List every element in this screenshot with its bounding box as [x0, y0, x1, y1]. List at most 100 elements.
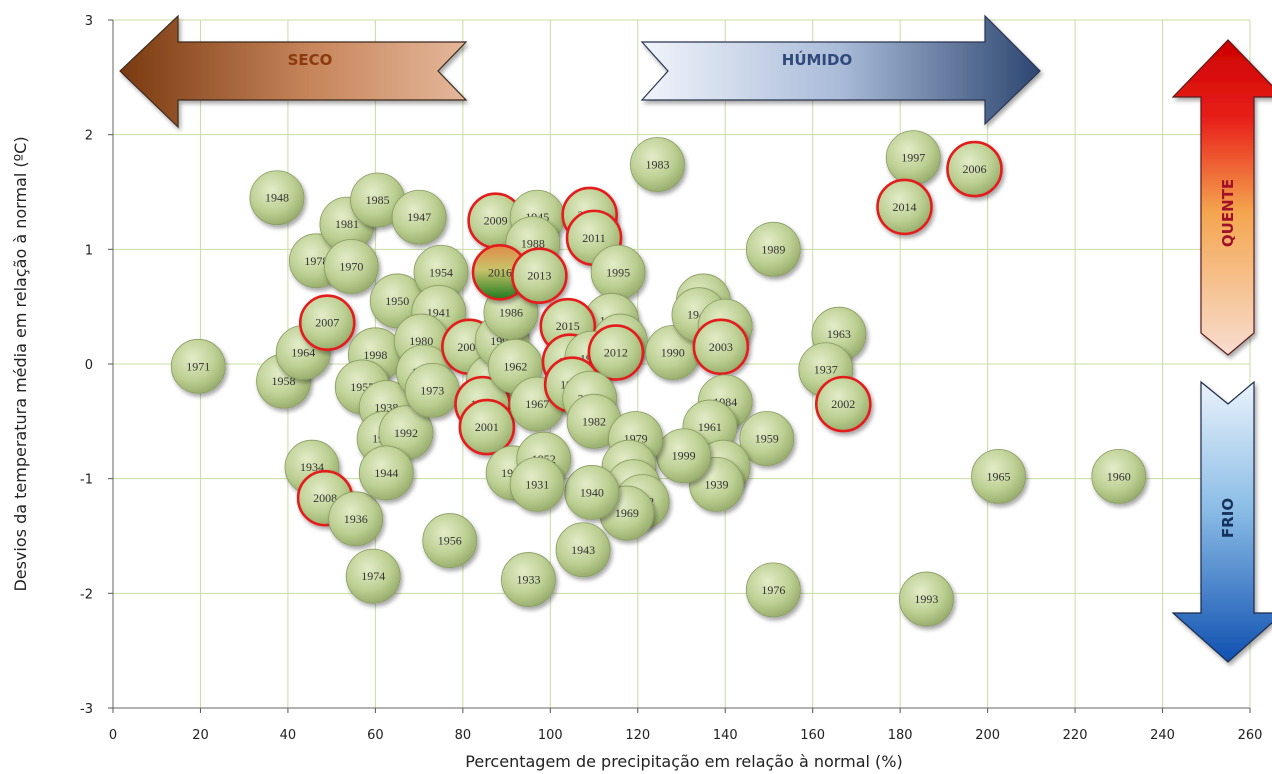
data-point-1995: 1995 [590, 244, 646, 300]
humido-arrow: HÚMIDO [640, 14, 1041, 126]
frio-arrow: FRIO [1171, 380, 1272, 663]
point-label: 2002 [831, 397, 855, 411]
point-label: 1941 [427, 305, 451, 319]
data-point-1944: 1944 [358, 445, 414, 501]
data-point-1971: 1971 [170, 338, 226, 394]
data-point-1960: 1960 [1091, 448, 1147, 504]
x-tick-label: 140 [713, 728, 738, 743]
x-tick-label: 0 [109, 728, 117, 743]
seco-label: SECO [288, 51, 333, 69]
point-label: 1958 [272, 374, 296, 388]
bubble [815, 375, 872, 433]
humido-label: HÚMIDO [782, 50, 852, 69]
axes: 0 20 40 60 80 100 120 140 160 180 200 220 240 260-3-2… [80, 14, 1262, 743]
point-label: 1978 [304, 254, 328, 268]
point-label: 2006 [962, 162, 986, 176]
point-label: 1961 [698, 420, 722, 434]
bubble [898, 571, 954, 627]
bubble [511, 247, 568, 305]
y-tick-label: 3 [85, 14, 93, 29]
y-tick-label: -2 [80, 587, 93, 602]
point-label: 1974 [361, 569, 385, 583]
bubble [323, 239, 379, 294]
point-label: 1999 [672, 449, 696, 463]
point-label: 1963 [827, 327, 851, 341]
data-point-2002: 2002 [815, 375, 872, 433]
point-label: 2008 [313, 491, 337, 505]
bubble [501, 552, 556, 607]
data-point-2007: 2007 [298, 294, 356, 352]
bubble [587, 324, 645, 381]
x-tick-label: 60 [367, 728, 384, 743]
point-label: 1970 [339, 260, 363, 274]
point-label: 1973 [420, 383, 444, 397]
frio-label: FRIO [1219, 498, 1237, 538]
point-label: 1964 [291, 346, 315, 360]
point-label: 1989 [761, 242, 785, 256]
point-label: 1936 [344, 512, 368, 526]
x-tick-label: 260 [1238, 728, 1263, 743]
seco-arrow: SECO [119, 14, 468, 129]
data-point-1970: 1970 [323, 239, 379, 294]
quente-arrow: QUENTE [1171, 39, 1272, 356]
bubble [630, 137, 685, 192]
point-label: 1931 [525, 477, 549, 491]
point-label: 1992 [394, 426, 418, 440]
point-label: 1986 [499, 305, 523, 319]
data-point-1999: 1999 [656, 428, 712, 484]
data-point-1982: 1982 [566, 393, 622, 449]
data-point-1947: 1947 [391, 189, 447, 245]
point-label: 2003 [709, 340, 733, 354]
x-tick-label: 180 [888, 728, 913, 743]
data-point-1990: 1990 [645, 325, 701, 380]
bubble [971, 448, 1026, 504]
bubble [170, 338, 226, 394]
bubble [298, 294, 356, 352]
bubble [564, 465, 620, 520]
point-label: 1967 [525, 397, 549, 411]
point-label: 1965 [987, 469, 1011, 483]
data-point-1933: 1933 [501, 552, 556, 607]
bubble [692, 318, 750, 376]
point-label: 2012 [604, 346, 628, 360]
point-label: 2014 [893, 200, 917, 214]
data-point-2014: 2014 [876, 178, 933, 236]
point-label: 1943 [571, 543, 595, 557]
point-label: 1960 [1107, 469, 1131, 483]
data-point-2001: 2001 [458, 398, 516, 456]
point-label: 1947 [407, 210, 431, 224]
data-point-1993: 1993 [898, 571, 954, 627]
point-label: 1990 [661, 346, 685, 360]
point-label: 2015 [556, 319, 580, 333]
x-tick-label: 100 [538, 728, 563, 743]
data-point-1974: 1974 [345, 548, 401, 604]
x-tick-label: 240 [1150, 728, 1175, 743]
data-point-1936: 1936 [328, 491, 384, 547]
point-label: 2007 [315, 316, 339, 330]
bubble [745, 562, 801, 618]
point-label: 1933 [516, 573, 540, 587]
point-label: 1985 [366, 193, 390, 207]
bubble [422, 513, 478, 568]
bubble [1091, 448, 1147, 504]
x-tick-label: 160 [800, 728, 825, 743]
point-label: 1982 [582, 414, 606, 428]
bubble [739, 411, 795, 466]
point-label: 1950 [385, 294, 409, 308]
point-label: 2013 [527, 269, 551, 283]
point-label: 1954 [429, 265, 453, 279]
data-point-1983: 1983 [630, 137, 685, 192]
data-point-1940: 1940 [564, 465, 620, 520]
bubble [328, 491, 384, 547]
x-tick-label: 200 [975, 728, 1000, 743]
point-label: 1980 [409, 334, 433, 348]
x-tick-label: 40 [280, 728, 297, 743]
data-point-1989: 1989 [745, 221, 801, 277]
point-label: 1959 [755, 432, 779, 446]
data-point-1956: 1956 [422, 513, 478, 568]
data-point-2003: 2003 [692, 318, 750, 376]
x-tick-label: 80 [455, 728, 472, 743]
point-label: 1944 [374, 466, 398, 480]
point-label: 1993 [914, 592, 938, 606]
point-label: 1956 [438, 534, 462, 548]
